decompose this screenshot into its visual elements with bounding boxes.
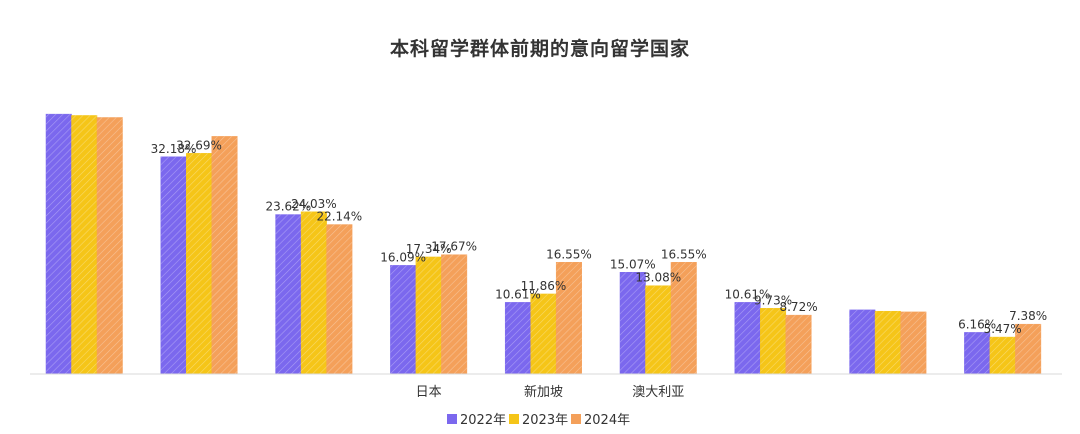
bar-hatch-1-3	[275, 214, 302, 374]
bar-hatch-2-8	[875, 311, 901, 374]
data-label: 10.61%	[495, 287, 541, 301]
x-tick-label: 澳大利亚	[632, 384, 684, 400]
bar-hatch-1-7	[734, 302, 761, 374]
bar-hatch-1-2	[160, 156, 187, 374]
data-label: 6.16%	[958, 317, 996, 331]
data-label: 16.55%	[661, 247, 707, 261]
data-label: 16.09%	[380, 250, 426, 264]
bar-hatch-2-9	[989, 337, 1016, 374]
data-label: 15.07%	[610, 257, 656, 271]
legend-swatch	[571, 414, 581, 424]
data-label: 22.14%	[316, 210, 362, 224]
data-label: 17.34%	[406, 242, 452, 256]
bar-hatch-3-3	[326, 224, 353, 374]
data-label: 17.67%	[431, 240, 477, 254]
data-label: 11.86%	[521, 279, 567, 293]
x-tick-labels: 日本 新加坡 澳大利亚	[416, 384, 685, 400]
bar-hatch-3-1	[97, 117, 123, 374]
bar-hatch-3-7	[785, 315, 812, 374]
bar-hatch-3-6	[671, 262, 697, 374]
data-label: 23.62%	[265, 200, 311, 214]
bar-hatch-1-4	[390, 265, 416, 374]
bar-hatch-3-8	[900, 311, 927, 374]
legend-label: 2024年	[584, 413, 630, 428]
x-tick-label: 日本	[416, 385, 442, 400]
data-label: 5.47%	[984, 322, 1022, 336]
legend-label: 2022年	[460, 413, 506, 428]
bar-hatch-1-1	[46, 114, 72, 374]
x-tick-label: 新加坡	[524, 384, 563, 400]
legend-swatch	[447, 414, 457, 424]
data-label: 8.72%	[779, 300, 817, 314]
data-label: 7.38%	[1009, 309, 1047, 323]
data-label: 24.03%	[291, 197, 337, 211]
data-label: 13.08%	[635, 271, 681, 285]
bar-hatch-2-3	[301, 211, 327, 374]
bar-hatch-2-1	[71, 115, 97, 374]
bar-hatch-2-2	[186, 153, 212, 374]
bar-hatch-3-4	[441, 254, 467, 374]
bar-hatch-3-9	[1015, 324, 1041, 374]
bar-hatch-3-5	[556, 262, 582, 374]
legend-label: 2023年	[522, 413, 568, 428]
bar-hatch-3-2	[211, 136, 238, 374]
data-label: 9.73%	[754, 293, 792, 307]
bar-hatch-1-9	[964, 332, 990, 374]
data-label: 10.61%	[725, 287, 771, 301]
bar-hatch-2-5	[530, 293, 557, 374]
data-labels-layer: 32.18%32.69% 23.62%24.03%22.14% 16.09%17.3…	[151, 138, 1048, 336]
bar-hatch-1-5	[505, 302, 531, 374]
data-label: 32.18%	[151, 142, 197, 156]
chart-title: 本科留学群体前期的意向留学国家	[389, 38, 690, 60]
legend-swatch	[509, 414, 519, 424]
data-label: 32.69%	[176, 138, 222, 152]
legend: 2022年 2023年 2024年	[447, 413, 630, 428]
bar-hatch-2-6	[645, 285, 671, 374]
bar-hatch-1-6	[620, 272, 646, 374]
data-label: 16.55%	[546, 247, 592, 261]
bar-hatch-1-8	[849, 309, 876, 374]
bar-hatch-2-4	[415, 256, 442, 374]
bar-hatch-2-7	[760, 308, 786, 374]
